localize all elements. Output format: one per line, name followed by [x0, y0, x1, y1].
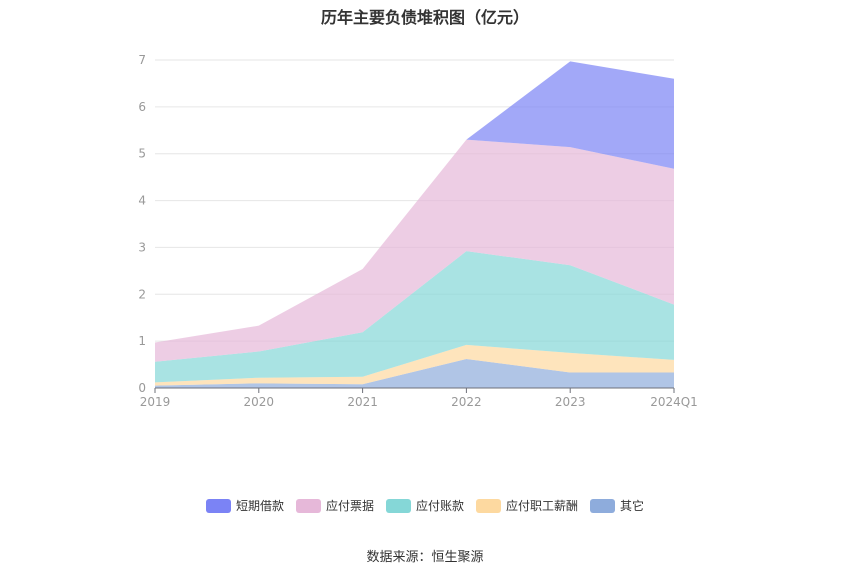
x-tick-label: 2021	[347, 395, 378, 409]
y-tick-label: 7	[138, 53, 146, 67]
legend-swatch	[590, 498, 616, 513]
legend-label: 应付账款	[415, 499, 464, 513]
x-tick-label: 2019	[140, 395, 171, 409]
chart-title: 历年主要负债堆积图（亿元）	[320, 8, 529, 27]
legend-label: 应付票据	[325, 499, 374, 513]
legend-label: 短期借款	[235, 499, 284, 513]
x-tick-label: 2020	[244, 395, 275, 409]
y-tick-label: 2	[138, 287, 146, 301]
y-tick-label: 6	[138, 100, 146, 114]
series-area-应付职工薪酬[interactable]	[155, 344, 674, 386]
legend-label: 应付职工薪酬	[506, 499, 579, 513]
y-tick-label: 1	[138, 334, 146, 348]
legend-swatch	[205, 498, 231, 513]
series-area-应付账款[interactable]	[155, 251, 674, 383]
legend-swatch	[385, 498, 411, 513]
series-area-其它[interactable]	[155, 358, 674, 388]
legend: 短期借款 应付票据 应付账款 应付职工薪酬 其它	[0, 497, 850, 514]
y-tick-label: 4	[138, 194, 146, 208]
legend-item-other[interactable]: 其它	[590, 497, 644, 514]
x-tick-label: 2022	[451, 395, 482, 409]
x-tick-label: 2024Q1	[650, 395, 698, 409]
y-tick-label: 0	[138, 381, 146, 395]
legend-item-notes-payable[interactable]: 应付票据	[295, 497, 374, 514]
data-source: 数据来源：恒生聚源	[366, 550, 484, 565]
series-area-应付票据[interactable]	[155, 139, 674, 362]
legend-item-payroll-payable[interactable]: 应付职工薪酬	[476, 497, 578, 514]
y-tick-label: 5	[138, 147, 146, 161]
legend-label: 其它	[620, 499, 645, 513]
legend-item-short-term-loans[interactable]: 短期借款	[205, 497, 284, 514]
y-tick-label: 3	[138, 240, 146, 254]
legend-item-accounts-payable[interactable]: 应付账款	[385, 497, 464, 514]
series-area-短期借款[interactable]	[155, 61, 674, 343]
x-tick-label: 2023	[555, 395, 586, 409]
legend-swatch	[295, 498, 321, 513]
legend-swatch	[476, 498, 501, 513]
